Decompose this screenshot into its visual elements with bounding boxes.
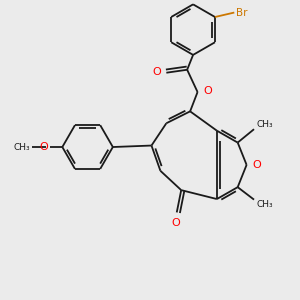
Text: O: O	[252, 160, 261, 170]
Text: O: O	[203, 86, 212, 96]
Text: O: O	[152, 67, 161, 76]
Text: CH₃: CH₃	[256, 200, 273, 209]
Text: Br: Br	[236, 8, 247, 17]
Text: CH₃: CH₃	[14, 142, 30, 152]
Text: O: O	[39, 142, 48, 152]
Text: O: O	[171, 218, 180, 228]
Text: CH₃: CH₃	[256, 120, 273, 129]
